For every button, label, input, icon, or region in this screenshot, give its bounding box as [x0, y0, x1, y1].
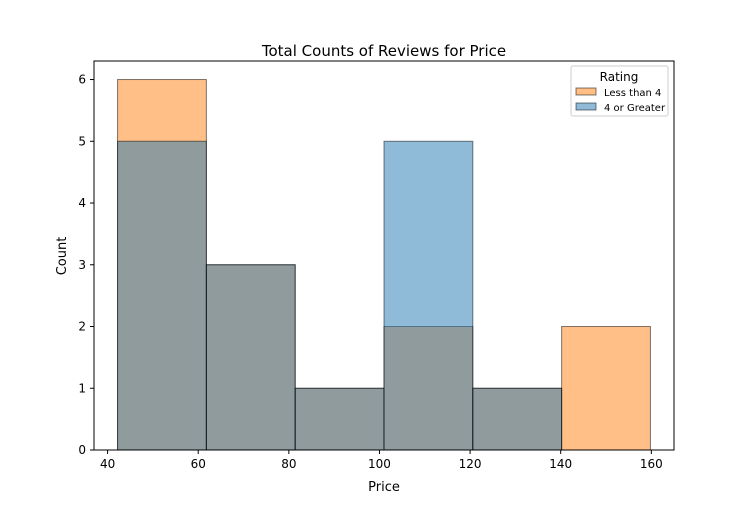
legend-swatch-less-than-4 [575, 87, 597, 96]
y-axis-label: Count [55, 237, 70, 276]
x-tick-label: 60 [191, 457, 206, 471]
x-tick-label: 80 [281, 457, 296, 471]
bar-less-than-4-bin-6 [561, 326, 651, 451]
y-tick-label: 5 [78, 134, 86, 148]
chart-title: Total Counts of Reviews for Price [261, 42, 506, 60]
y-tick-label: 1 [78, 381, 86, 395]
x-tick-label: 120 [459, 457, 482, 471]
x-axis-ticks: 40 60 80 100 120 140 160 [100, 450, 663, 471]
bar-4-or-greater-bin-3 [294, 387, 385, 451]
y-tick-label: 3 [78, 258, 86, 272]
y-tick-label: 6 [78, 73, 86, 87]
bar-4-or-greater-bin-4 [383, 140, 474, 451]
y-axis-ticks: 0 1 2 3 4 5 6 [78, 73, 94, 457]
plot-frame [93, 60, 675, 451]
y-tick-label: 2 [78, 320, 86, 334]
legend-label-4-or-greater: 4 or Greater [604, 103, 666, 114]
legend-label-less-than-4: Less than 4 [604, 88, 661, 99]
bar-4-or-greater-bin-1 [117, 140, 207, 451]
y-tick-label: 0 [78, 443, 86, 457]
legend-swatch-4-or-greater [575, 102, 597, 111]
y-tick-label: 4 [78, 196, 86, 210]
x-tick-label: 100 [368, 457, 391, 471]
bar-4-or-greater-bin-2 [205, 264, 296, 451]
legend: Rating Less than 4 4 or Greater [570, 65, 669, 117]
x-axis-label: Price [368, 480, 400, 495]
bar-4-or-greater-bin-5 [472, 387, 563, 451]
x-tick-label: 140 [549, 457, 572, 471]
legend-title: Rating [600, 70, 639, 84]
x-tick-label: 160 [640, 457, 663, 471]
x-tick-label: 40 [100, 457, 115, 471]
bars-layer [117, 79, 651, 451]
